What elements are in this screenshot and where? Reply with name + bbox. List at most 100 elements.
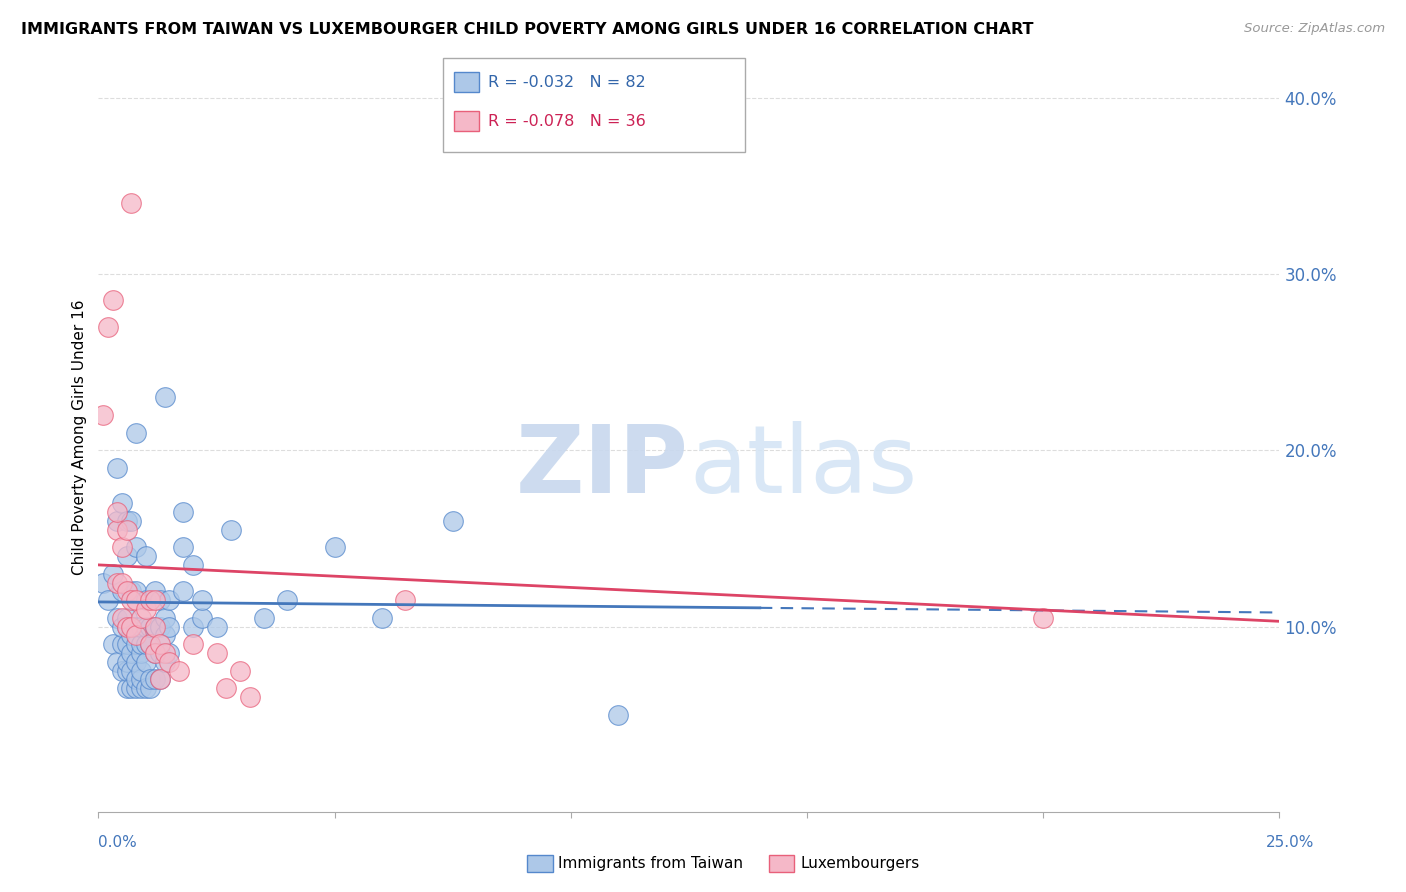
- Point: [121, 646, 143, 660]
- Point: [101, 293, 124, 308]
- Point: [129, 664, 152, 678]
- Point: [239, 690, 262, 705]
- Point: [121, 196, 143, 211]
- Point: [153, 611, 176, 625]
- Point: [181, 619, 204, 633]
- Point: [125, 425, 148, 440]
- Point: [115, 681, 138, 696]
- Point: [139, 681, 162, 696]
- Point: [91, 408, 114, 422]
- Point: [101, 566, 124, 581]
- Point: [121, 681, 143, 696]
- Text: Source: ZipAtlas.com: Source: ZipAtlas.com: [1244, 22, 1385, 36]
- Point: [115, 619, 138, 633]
- Point: [125, 619, 148, 633]
- Point: [115, 584, 138, 599]
- Point: [139, 637, 162, 651]
- Point: [125, 655, 148, 669]
- Point: [135, 602, 157, 616]
- Point: [105, 655, 128, 669]
- Point: [105, 523, 128, 537]
- Point: [149, 619, 172, 633]
- Point: [115, 664, 138, 678]
- Point: [143, 619, 166, 633]
- Text: 0.0%: 0.0%: [98, 836, 138, 850]
- Text: R = -0.078   N = 36: R = -0.078 N = 36: [488, 114, 645, 128]
- Point: [111, 664, 134, 678]
- Point: [153, 628, 176, 642]
- Point: [111, 541, 134, 555]
- Point: [101, 637, 124, 651]
- Point: [215, 681, 238, 696]
- Y-axis label: Child Poverty Among Girls Under 16: Child Poverty Among Girls Under 16: [72, 300, 87, 574]
- Point: [143, 646, 166, 660]
- Point: [219, 523, 242, 537]
- Point: [323, 541, 346, 555]
- Point: [115, 637, 138, 651]
- Point: [125, 628, 148, 642]
- Point: [172, 584, 194, 599]
- Point: [125, 541, 148, 555]
- Point: [115, 611, 138, 625]
- Point: [125, 584, 148, 599]
- Point: [191, 593, 214, 607]
- Point: [205, 646, 228, 660]
- Point: [129, 637, 152, 651]
- Point: [115, 655, 138, 669]
- Point: [125, 681, 148, 696]
- Point: [441, 514, 464, 528]
- Point: [135, 593, 157, 607]
- Point: [125, 673, 148, 687]
- Point: [276, 593, 298, 607]
- Point: [121, 628, 143, 642]
- Point: [135, 619, 157, 633]
- Point: [394, 593, 416, 607]
- Point: [143, 646, 166, 660]
- Point: [143, 593, 166, 607]
- Text: ZIP: ZIP: [516, 421, 689, 513]
- Point: [205, 619, 228, 633]
- Point: [139, 593, 162, 607]
- Point: [149, 673, 172, 687]
- Point: [115, 514, 138, 528]
- Point: [157, 619, 180, 633]
- Point: [157, 655, 180, 669]
- Point: [105, 575, 128, 590]
- Point: [91, 575, 114, 590]
- Point: [121, 584, 143, 599]
- Point: [167, 664, 190, 678]
- Point: [153, 655, 176, 669]
- Point: [191, 611, 214, 625]
- Point: [121, 593, 143, 607]
- Point: [181, 558, 204, 572]
- Point: [111, 496, 134, 510]
- Text: Luxembourgers: Luxembourgers: [800, 856, 920, 871]
- Point: [129, 611, 152, 625]
- Point: [139, 637, 162, 651]
- Point: [115, 549, 138, 563]
- Point: [121, 664, 143, 678]
- Point: [157, 593, 180, 607]
- Point: [153, 646, 176, 660]
- Point: [135, 637, 157, 651]
- Point: [111, 611, 134, 625]
- Point: [125, 593, 148, 607]
- Point: [139, 619, 162, 633]
- Point: [172, 541, 194, 555]
- Point: [135, 549, 157, 563]
- Point: [97, 319, 120, 334]
- Point: [111, 575, 134, 590]
- Point: [105, 461, 128, 475]
- Point: [135, 655, 157, 669]
- Point: [125, 637, 148, 651]
- Point: [105, 514, 128, 528]
- Point: [129, 646, 152, 660]
- Point: [105, 611, 128, 625]
- Point: [121, 514, 143, 528]
- Point: [111, 637, 134, 651]
- Point: [371, 611, 394, 625]
- Point: [149, 646, 172, 660]
- Text: R = -0.032   N = 82: R = -0.032 N = 82: [488, 75, 645, 89]
- Point: [1032, 611, 1054, 625]
- Point: [172, 505, 194, 519]
